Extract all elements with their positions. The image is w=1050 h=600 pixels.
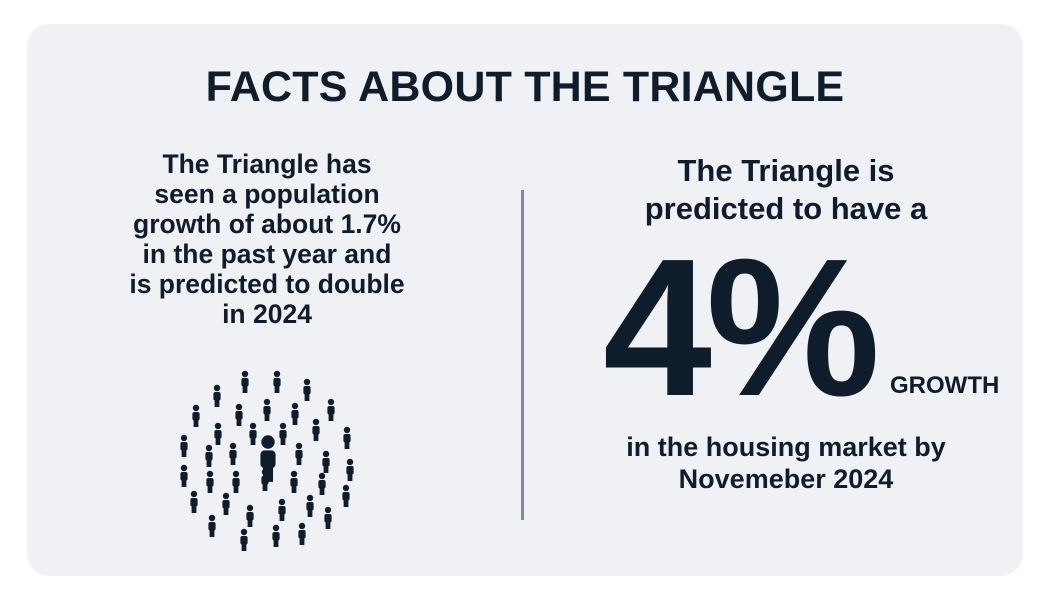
growth-percentage: 4% <box>603 218 880 437</box>
housing-fact-intro-line: The Triangle is <box>677 153 895 188</box>
population-fact-line: in the past year and <box>142 239 392 269</box>
housing-fact-intro: The Triangle is predicted to have a <box>570 152 1002 228</box>
section-divider <box>521 190 524 520</box>
crowd-of-people-icon <box>180 370 354 551</box>
population-fact-line: seen a population <box>154 179 380 209</box>
population-fact-line: in 2024 <box>222 299 312 329</box>
population-fact-line: growth of about 1.7% <box>133 209 401 239</box>
growth-label: GROWTH <box>890 372 1000 399</box>
population-fact: The Triangle has seen a population growt… <box>92 149 442 329</box>
page-title: FACTS ABOUT THE TRIANGLE <box>205 63 845 111</box>
population-fact-line: The Triangle has <box>162 149 372 179</box>
housing-fact-outro-line: Novemeber 2024 <box>678 464 894 494</box>
population-fact-line: is predicted to double <box>129 269 405 299</box>
housing-fact-outro-line: in the housing market by <box>626 432 946 462</box>
housing-fact-intro-line: predicted to have a <box>644 191 928 226</box>
housing-fact-outro: in the housing market by Novemeber 2024 <box>586 431 986 495</box>
facts-card <box>27 24 1023 576</box>
